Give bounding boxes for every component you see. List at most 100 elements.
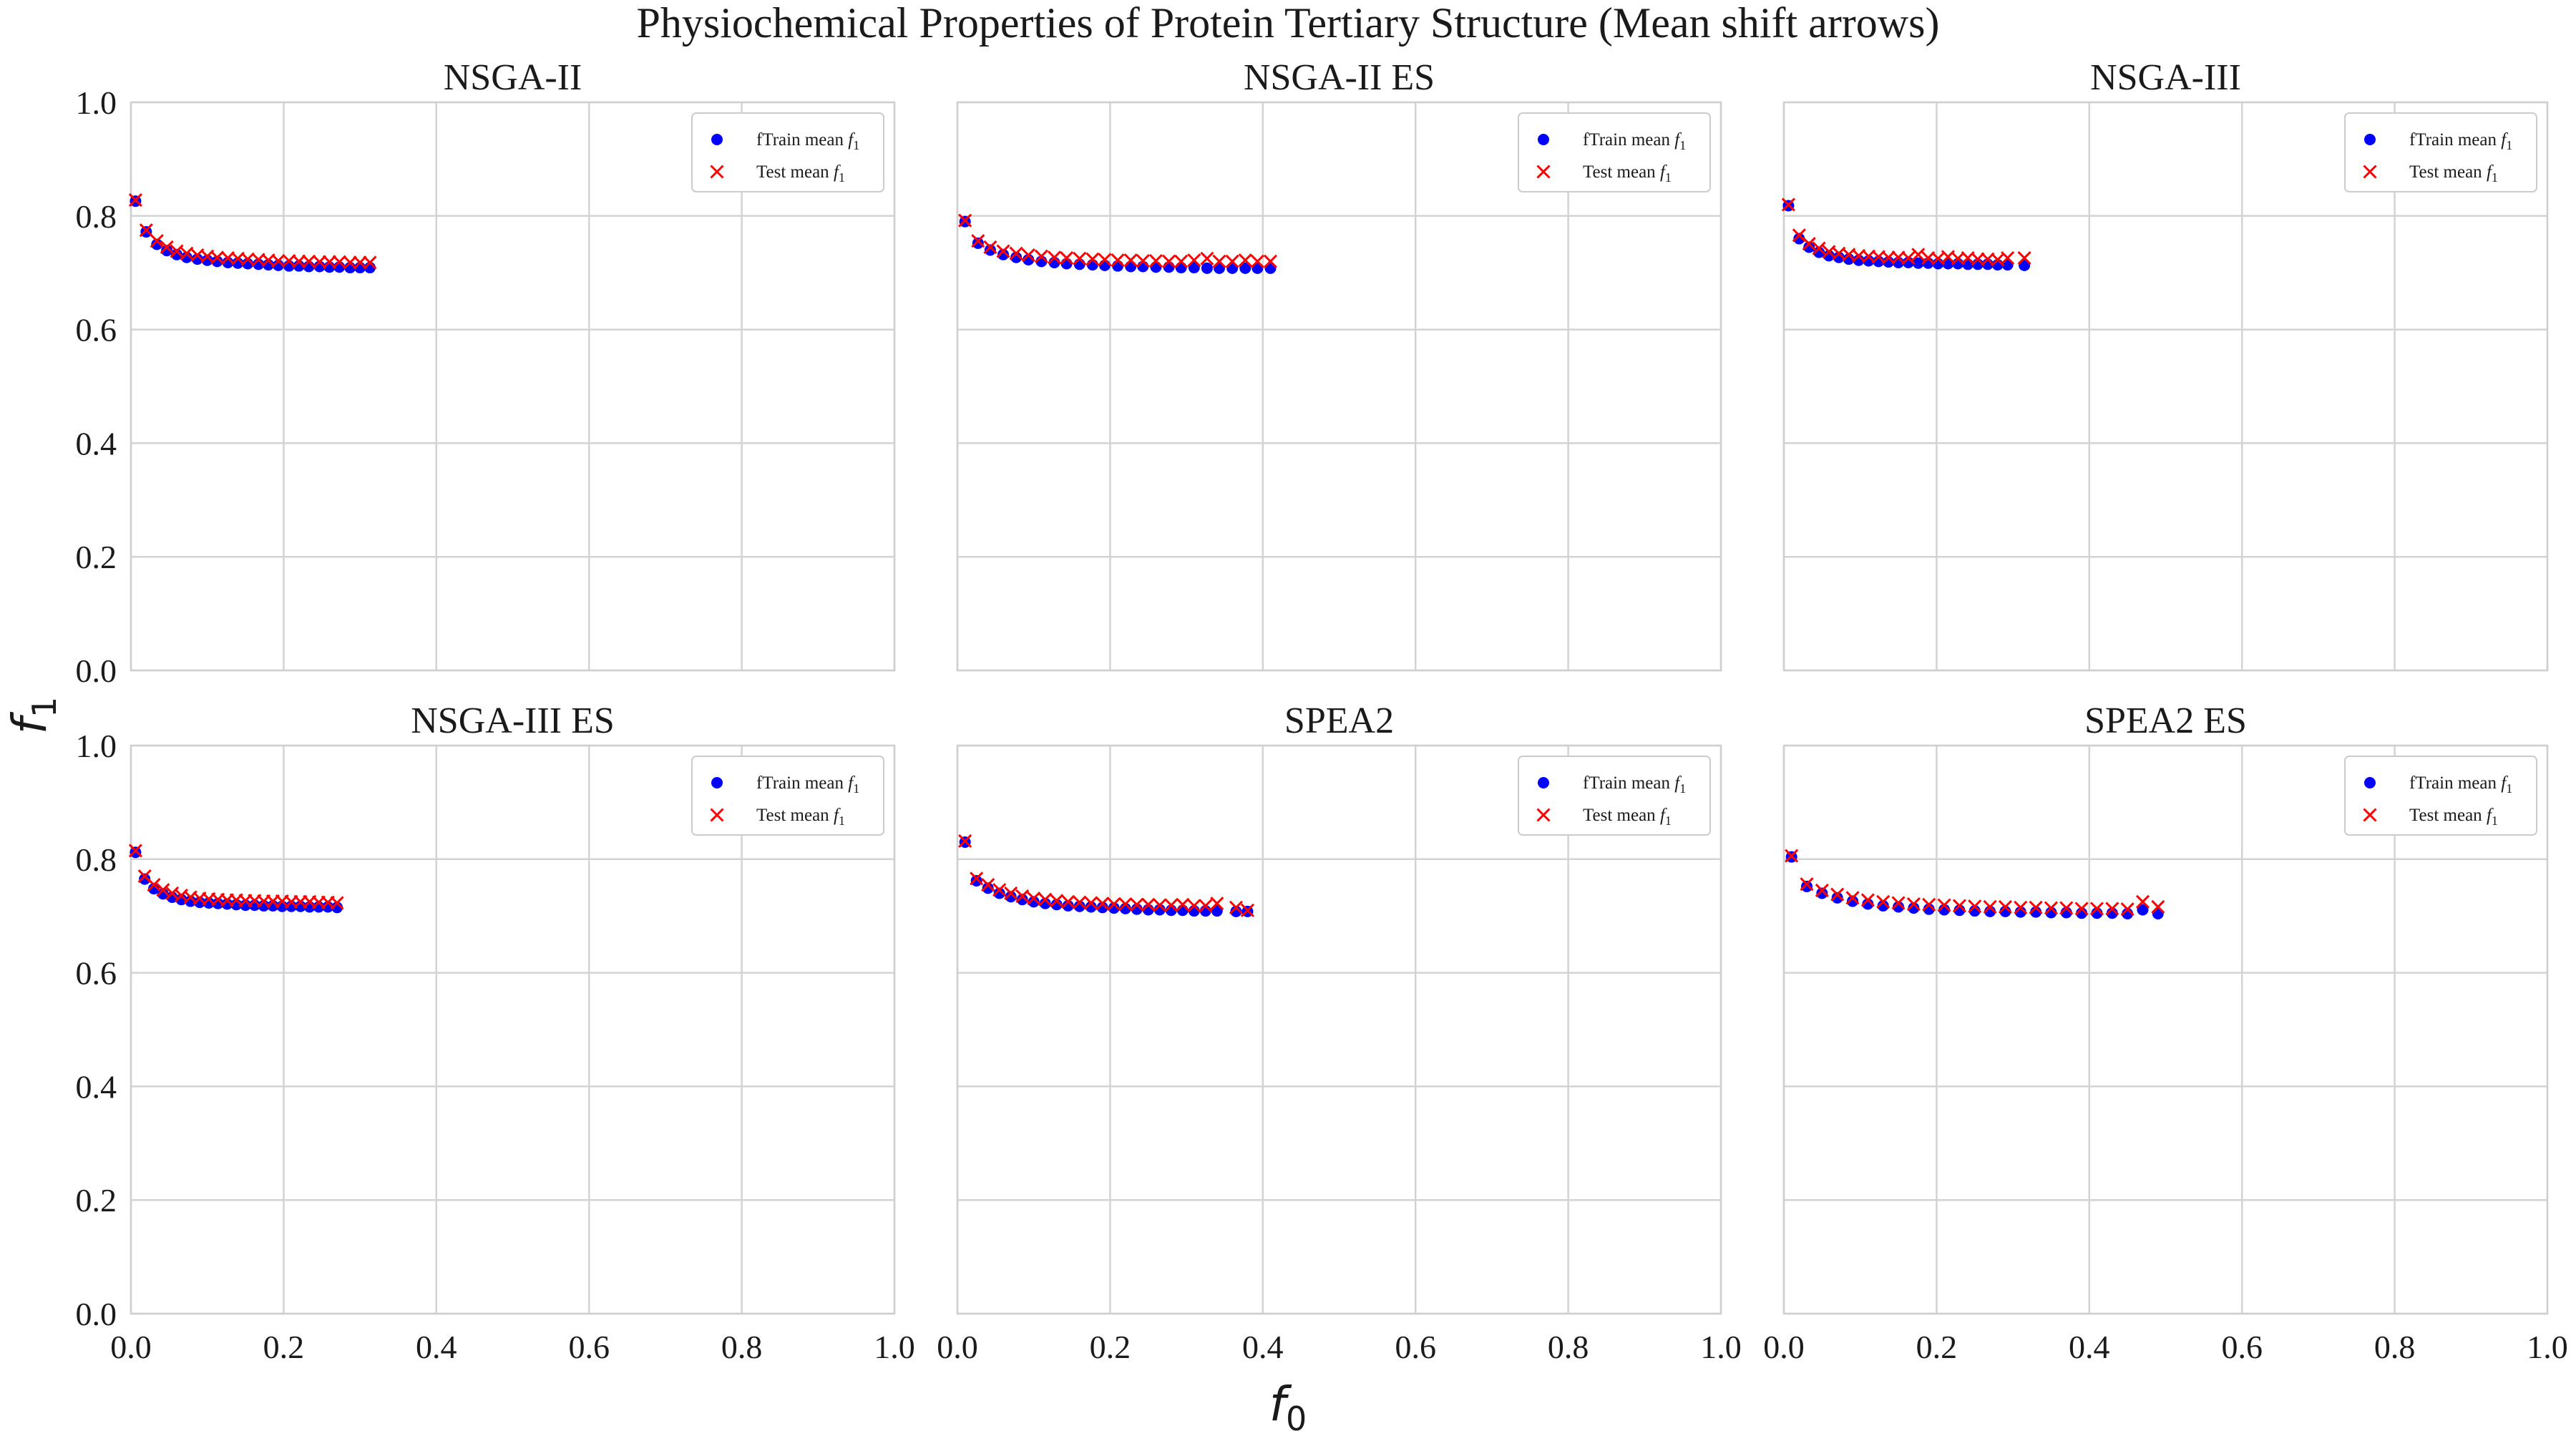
- test-mean-point: [292, 254, 306, 268]
- test-mean-point: [1785, 849, 1799, 863]
- train-mean-point: [1831, 892, 1843, 904]
- test-mean-point: [1148, 253, 1163, 268]
- test-mean-point: [160, 240, 174, 255]
- subplot: 0.0 0.2 0.4 0.6 0.8 1.0 NSGA-II fTrain mean f1 T…: [76, 57, 896, 689]
- y-tick-label: 0.6: [76, 955, 117, 992]
- subplot-title: NSGA-II ES: [1244, 57, 1435, 98]
- test-mean-point: [180, 246, 194, 260]
- train-mean-point: [221, 898, 233, 910]
- subplot-title: SPEA2: [1284, 700, 1394, 741]
- train-mean-point: [1201, 262, 1213, 274]
- test-mean-point: [958, 213, 972, 228]
- train-mean-point: [166, 891, 178, 903]
- train-mean-point: [1912, 257, 1924, 269]
- train-mean-point: [1908, 902, 1920, 914]
- train-mean-point: [161, 245, 173, 257]
- train-mean-point: [2019, 259, 2031, 271]
- subplot: NSGA-II ES fTrain mean f1 Test mean f1: [956, 57, 1722, 672]
- train-mean-point: [1096, 902, 1108, 914]
- train-mean-point: [151, 238, 163, 250]
- train-mean-point: [1239, 262, 1252, 274]
- train-mean-point: [171, 248, 183, 260]
- test-mean-point: [1860, 893, 1875, 907]
- test-mean-point: [1034, 249, 1048, 263]
- test-mean-point: [1781, 197, 1795, 212]
- test-mean-point: [1047, 250, 1062, 265]
- subplot-title: NSGA-II: [444, 57, 582, 98]
- train-mean-point: [211, 255, 223, 268]
- train-mean-point: [212, 897, 224, 909]
- x-tick-label: 0.8: [1548, 1329, 1589, 1365]
- plot-frame: [1782, 101, 2549, 672]
- legend-train-marker: [711, 134, 723, 145]
- train-mean-point: [1803, 241, 1815, 253]
- train-mean-point: [1211, 905, 1223, 917]
- legend-test-label: Test mean f1: [2409, 806, 2498, 828]
- test-mean-point: [958, 834, 972, 848]
- train-mean-point: [157, 888, 169, 900]
- test-mean-point: [150, 234, 164, 248]
- subplot-title: SPEA2 ES: [2084, 700, 2247, 741]
- legend-box: [1518, 112, 1711, 192]
- train-mean-point: [1028, 896, 1040, 908]
- x-tick-label: 0.8: [2374, 1329, 2416, 1365]
- plot-frame: [956, 101, 1722, 672]
- test-mean-point: [2135, 894, 2150, 909]
- plot-frame: [130, 101, 896, 672]
- train-mean-point: [203, 897, 215, 909]
- train-mean-point: [1877, 899, 1889, 912]
- test-mean-point: [1136, 253, 1150, 268]
- test-mean-point: [1187, 253, 1201, 268]
- legend-test-label: Test mean f1: [756, 162, 845, 185]
- test-mean-point: [1998, 899, 2012, 914]
- test-mean-point: [1881, 250, 1896, 265]
- test-mean-point: [1225, 254, 1239, 268]
- test-mean-point: [1891, 896, 1906, 910]
- test-mean-point: [2074, 902, 2089, 916]
- test-mean-point: [1015, 889, 1030, 903]
- train-mean-point: [1862, 898, 1874, 910]
- y-tick-label: 0.4: [76, 1068, 117, 1105]
- shared-y-axis-label: f1: [2, 697, 64, 735]
- test-mean-point: [128, 193, 142, 207]
- test-mean-point: [1174, 254, 1189, 268]
- figure-suptitle: Physiochemical Properties of Protein Ter…: [637, 0, 1940, 47]
- x-tick-label: 1.0: [1700, 1329, 1742, 1365]
- legend-test-marker: [2363, 808, 2377, 822]
- test-mean-point: [1802, 237, 1816, 251]
- train-mean-point: [1823, 250, 1835, 262]
- test-mean-point: [996, 244, 1010, 258]
- train-mean-point: [1112, 260, 1124, 272]
- y-tick-label: 0.8: [76, 841, 117, 878]
- subplot: 0.0 0.2 0.4 0.6 0.8 1.0 SPEA2 ES fTrain mean f1…: [1763, 700, 2568, 1365]
- train-mean-point: [1010, 251, 1023, 263]
- subplot-title: NSGA-III ES: [411, 700, 615, 741]
- legend-test-marker: [1536, 165, 1551, 179]
- legend-train-label: fTrain mean f1: [756, 773, 859, 796]
- test-mean-point: [1937, 898, 1951, 912]
- test-mean-point: [363, 255, 377, 270]
- test-mean-point: [1971, 252, 1985, 266]
- x-tick-label: 0.2: [1916, 1329, 1958, 1365]
- x-tick-label: 0.0: [1763, 1329, 1805, 1365]
- train-mean-point: [1816, 887, 1828, 899]
- train-mean-point: [1188, 262, 1200, 274]
- test-mean-point: [971, 234, 985, 248]
- x-tick-label: 0.6: [1395, 1329, 1436, 1365]
- test-mean-point: [322, 255, 336, 269]
- y-tick-label: 0.0: [76, 653, 117, 689]
- legend-train-label: fTrain mean f1: [2409, 773, 2512, 796]
- train-mean-point: [993, 887, 1005, 899]
- test-mean-point: [1800, 877, 1814, 892]
- train-mean-point: [1108, 902, 1120, 914]
- train-mean-point: [1073, 258, 1085, 270]
- test-mean-point: [312, 255, 327, 269]
- test-mean-point: [1922, 897, 1936, 912]
- test-mean-point: [1111, 253, 1125, 268]
- train-mean-point: [1050, 899, 1063, 911]
- legend-train-marker: [2364, 134, 2376, 145]
- test-mean-point: [2151, 899, 2165, 914]
- test-mean-point: [1141, 897, 1156, 912]
- test-mean-point: [1123, 253, 1138, 268]
- train-mean-point: [1813, 246, 1825, 258]
